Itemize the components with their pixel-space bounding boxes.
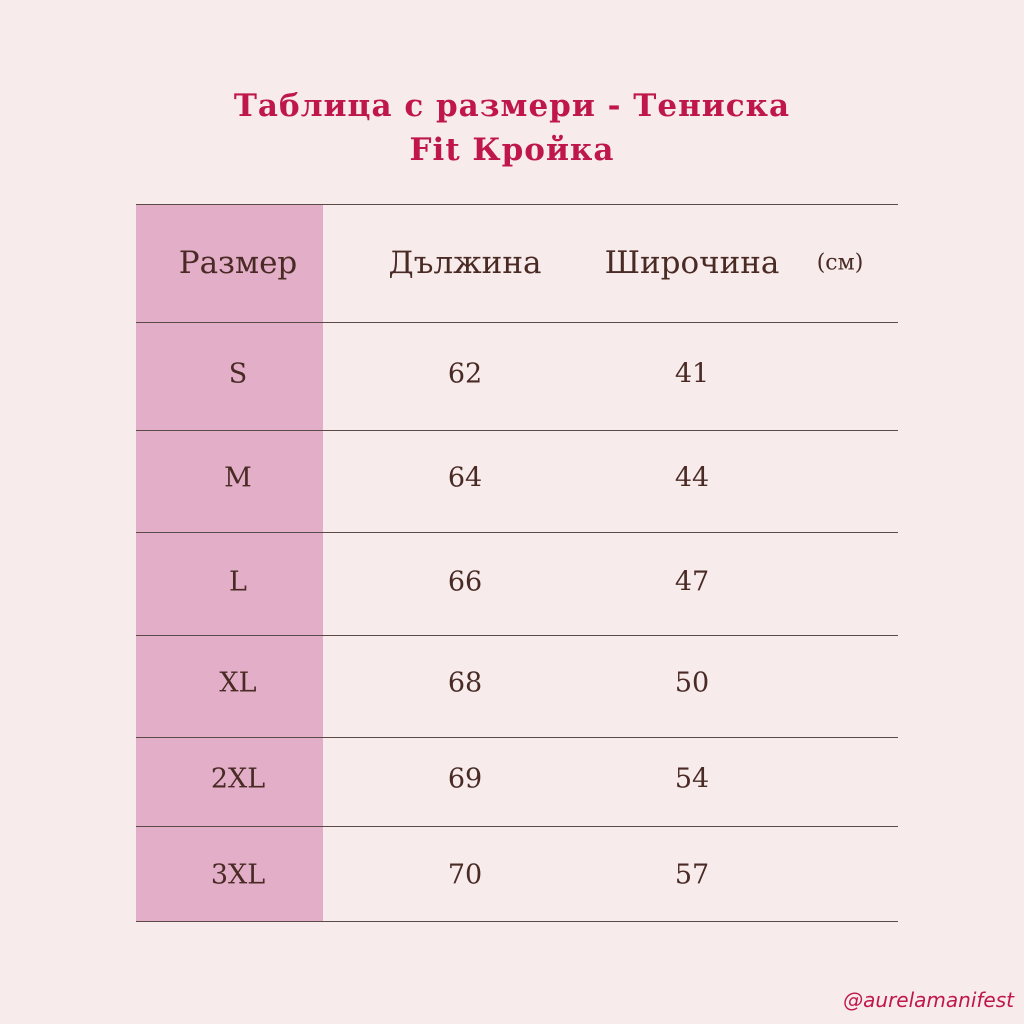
row-divider	[136, 532, 898, 533]
size-label: L	[229, 566, 247, 598]
title-line: Fit Кройка	[409, 132, 615, 168]
unit-label: (см)	[816, 250, 864, 276]
size-label: XL	[219, 667, 257, 699]
column-header: Размер	[178, 245, 298, 281]
measure-value: 66	[447, 566, 483, 598]
size-label: 2XL	[210, 763, 266, 795]
column-header: Широчина	[604, 245, 780, 281]
size-label: M	[224, 462, 252, 494]
measure-value: 41	[674, 358, 710, 390]
footer-handle: @aurelamanifest	[843, 988, 1014, 1012]
measure-value: 44	[674, 462, 710, 494]
measure-value: 50	[674, 667, 710, 699]
row-divider	[136, 204, 898, 205]
measure-value: 62	[447, 358, 483, 390]
column-header: Дължина	[388, 245, 542, 281]
row-divider	[136, 430, 898, 431]
measure-value: 64	[447, 462, 483, 494]
measure-value: 69	[447, 763, 483, 795]
measure-value: 47	[674, 566, 710, 598]
title-line: Таблица с размери - Тениска	[233, 88, 791, 124]
measure-value: 68	[447, 667, 483, 699]
measure-value: 57	[674, 859, 710, 891]
row-divider	[136, 921, 898, 922]
size-label: 3XL	[210, 859, 266, 891]
size-label: S	[228, 358, 248, 390]
measure-value: 54	[674, 763, 710, 795]
size-column-bg	[136, 204, 323, 921]
measure-value: 70	[447, 859, 483, 891]
row-divider	[136, 635, 898, 636]
row-divider	[136, 826, 898, 827]
row-divider	[136, 737, 898, 738]
row-divider	[136, 322, 898, 323]
